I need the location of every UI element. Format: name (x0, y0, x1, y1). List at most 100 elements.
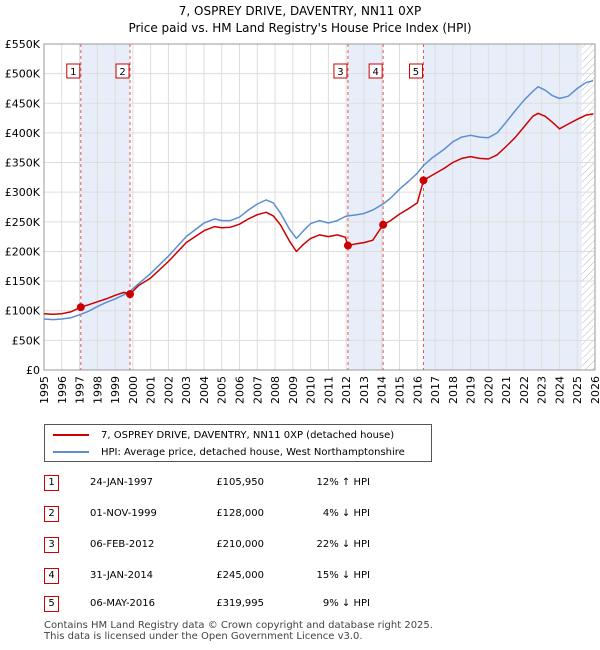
x-tick-label: 2023 (536, 376, 549, 404)
x-tick-label: 2021 (500, 376, 513, 404)
sale-number-badge: 1 (44, 475, 59, 491)
table-row: 2 01-NOV-1999 £128,000 4% ↓ HPI (0, 504, 600, 524)
sale-point (419, 176, 428, 185)
sale-label-frame (368, 63, 383, 79)
sale-label-box: 3 (333, 63, 348, 79)
sale-price: £105,950 (216, 477, 264, 488)
x-tick-label: 2000 (127, 376, 140, 404)
x-tick-label: 2014 (376, 376, 389, 404)
sale-label-box: 4 (368, 63, 383, 79)
x-tick-label: 2008 (269, 376, 282, 404)
y-tick-label: £250K (5, 216, 41, 229)
sale-point (126, 290, 135, 299)
x-tick-label: 2018 (447, 376, 460, 404)
chart-subtitle: Price paid vs. HM Land Registry's House … (128, 21, 472, 35)
sale-label-frame (115, 63, 130, 79)
sale-point (343, 241, 352, 250)
legend-label-hpi: HPI: Average price, detached house, West… (101, 446, 405, 458)
x-tick-label: 2013 (358, 376, 371, 404)
x-tick-label: 2016 (411, 376, 424, 404)
ownership-shade (423, 44, 582, 370)
sale-hpi-diff: 9% ↓ HPI (322, 598, 370, 609)
sale-number-badge: 4 (44, 568, 59, 584)
x-tick-label: 2017 (429, 376, 442, 404)
sale-hpi-diff: 4% ↓ HPI (322, 508, 370, 519)
x-tick-label: 2015 (393, 376, 406, 404)
sale-label-number: 1 (70, 67, 76, 78)
legend-label-property: 7, OSPREY DRIVE, DAVENTRY, NN11 0XP (det… (101, 429, 395, 441)
plot-frame (43, 43, 596, 371)
sale-label-frame (333, 63, 348, 79)
footer-copyright: Contains HM Land Registry data © Crown c… (44, 620, 433, 631)
sale-price: £245,000 (216, 570, 264, 581)
x-tick-label: 2022 (518, 376, 531, 404)
sale-date: 31-JAN-2014 (90, 570, 154, 581)
sale-hpi-diff: 12% ↑ HPI (316, 477, 370, 488)
y-tick-label: £450K (5, 97, 41, 110)
x-tick-label: 2010 (305, 376, 318, 404)
y-tick-label: £500K (5, 68, 41, 81)
x-tick-label: 1999 (109, 376, 122, 404)
legend-swatch-hpi (53, 451, 89, 453)
chart-title: 7, OSPREY DRIVE, DAVENTRY, NN11 0XP (178, 4, 422, 18)
sale-label-number: 2 (119, 67, 125, 78)
table-row: 4 31-JAN-2014 £245,000 15% ↓ HPI (0, 566, 600, 586)
sale-label-number: 4 (372, 67, 378, 78)
sale-label-box: 5 (408, 63, 423, 79)
x-tick-label: 2002 (162, 376, 175, 404)
table-row: 1 24-JAN-1997 £105,950 12% ↑ HPI (0, 473, 600, 493)
x-tick-label: 2019 (465, 376, 478, 404)
sale-number-badge: 2 (44, 506, 59, 522)
sale-price: £319,995 (216, 598, 264, 609)
sale-date: 06-MAY-2016 (90, 598, 156, 609)
footer-attribution: Contains HM Land Registry data © Crown c… (44, 620, 433, 642)
y-tick-label: £300K (5, 186, 41, 199)
sale-label-number: 3 (337, 67, 343, 78)
sale-label-box: 2 (115, 63, 130, 79)
price-chart: £0 £50K £100K £150K £200K £250K £300K £350K £400… (5, 38, 600, 404)
sale-price: £210,000 (216, 539, 264, 550)
hpi-line (43, 79, 594, 321)
y-tick-label: £150K (5, 275, 41, 288)
x-tick-label: 2003 (180, 376, 193, 404)
chart-legend: 7, OSPREY DRIVE, DAVENTRY, NN11 0XP (det… (44, 424, 432, 462)
sale-number-badge: 3 (44, 537, 59, 553)
legend-item-property: 7, OSPREY DRIVE, DAVENTRY, NN11 0XP (det… (53, 427, 394, 443)
x-tick-label: 2020 (482, 376, 495, 404)
sale-price: £128,000 (216, 508, 264, 519)
footer-licence: This data is licensed under the Open Gov… (44, 631, 363, 642)
table-row: 5 06-MAY-2016 £319,995 9% ↓ HPI (0, 594, 600, 614)
ownership-shade (80, 44, 131, 370)
y-tick-label: £100K (5, 305, 41, 318)
x-tick-label: 2026 (589, 376, 600, 404)
table-row: 3 06-FEB-2012 £210,000 22% ↓ HPI (0, 535, 600, 555)
y-tick-label: £0 (26, 364, 40, 377)
x-tick-label: 2024 (553, 376, 566, 404)
sale-date: 06-FEB-2012 (90, 539, 155, 550)
x-tick-label: 2012 (340, 376, 353, 404)
x-tick-label: 1998 (91, 376, 104, 404)
x-tick-label: 1995 (38, 376, 51, 404)
sale-point (76, 303, 85, 312)
x-tick-label: 2005 (216, 376, 229, 404)
sale-label-frame (408, 63, 423, 79)
sale-hpi-diff: 15% ↓ HPI (316, 570, 370, 581)
legend-item-hpi: HPI: Average price, detached house, West… (53, 444, 405, 460)
x-tick-label: 1996 (56, 376, 69, 404)
sale-date: 01-NOV-1999 (90, 508, 157, 519)
legend-swatch-property (53, 434, 89, 436)
sale-point (379, 220, 388, 229)
x-tick-label: 2011 (322, 376, 335, 404)
sale-hpi-diff: 22% ↓ HPI (316, 539, 370, 550)
forecast-hatch (581, 44, 595, 370)
sale-label-number: 5 (413, 67, 419, 78)
y-tick-label: £350K (5, 157, 41, 170)
x-tick-label: 2009 (287, 376, 300, 404)
y-tick-label: £200K (5, 245, 41, 258)
sale-label-frame (66, 63, 81, 79)
x-tick-label: 2001 (145, 376, 158, 404)
x-tick-label: 1997 (74, 376, 87, 404)
y-tick-label: £400K (5, 127, 41, 140)
sale-date: 24-JAN-1997 (90, 477, 154, 488)
y-tick-label: £550K (5, 38, 41, 51)
